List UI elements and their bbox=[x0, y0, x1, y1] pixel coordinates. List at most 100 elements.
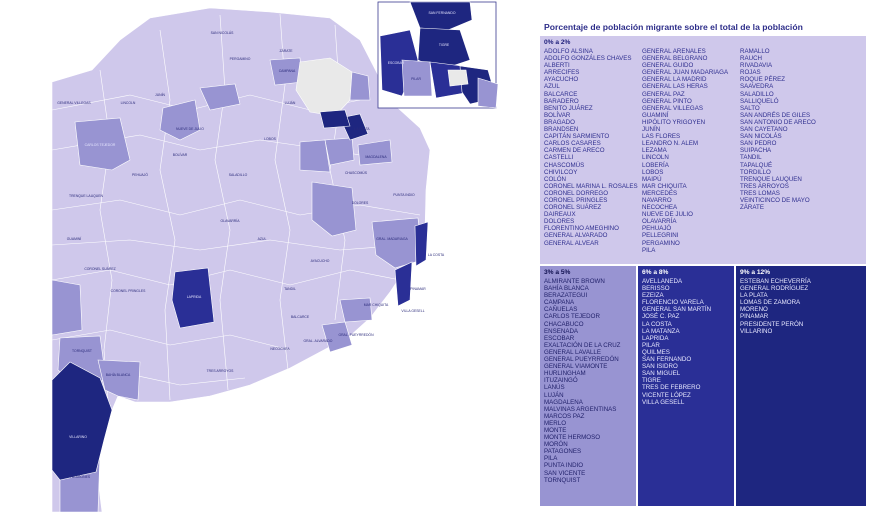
legend-municipality: MALVINAS ARGENTINAS bbox=[544, 405, 617, 413]
map-label: GRAL. ALVARADO bbox=[304, 339, 333, 343]
legend-municipality: SAN VICENTE bbox=[544, 469, 586, 477]
map-label: NECOCHEA bbox=[270, 347, 290, 351]
map-label: PUNTA INDIO bbox=[393, 193, 415, 197]
gba-inset bbox=[377, 1, 499, 109]
legend-municipality: LOBOS bbox=[642, 168, 664, 176]
map-label: SALADILLO bbox=[229, 173, 248, 177]
map-label: ESCOBAR bbox=[388, 61, 405, 65]
legend-municipality: MERCEDES bbox=[642, 189, 678, 197]
legend-municipality: GENERAL ALVARADO bbox=[544, 232, 608, 240]
legend-municipality: LANÚS bbox=[544, 384, 565, 392]
legend-municipality: SAAVEDRA bbox=[740, 83, 774, 91]
legend-municipality: SALADILLO bbox=[740, 90, 774, 98]
legend-municipality: TRENQUE LAUQUEN bbox=[740, 175, 802, 183]
legend-column: ESTEBAN ECHEVERRÍA GENERAL RODRÍGUEZ LA PL… bbox=[740, 278, 811, 335]
legend-municipality: PILAR bbox=[642, 341, 660, 349]
legend-municipality: GENERAL BELGRANO bbox=[642, 55, 708, 63]
legend-municipality: FLORENCIO VARELA bbox=[642, 299, 704, 307]
legend-municipality: ESTEBAN ECHEVERRÍA bbox=[740, 278, 811, 285]
legend-municipality: PEHUAJÓ bbox=[642, 225, 672, 233]
legend-municipality: PATAGONES bbox=[544, 448, 582, 456]
legend-column: AVELLANEDA BERISSO EZEIZA FLORENCIO VARELA G… bbox=[642, 278, 711, 406]
legend-municipality: GENERAL VIAMONTE bbox=[544, 363, 608, 371]
map-label: LINCOLN bbox=[121, 101, 136, 105]
map-label: CORONEL PRINGLES bbox=[111, 289, 146, 293]
map-label: LAPRIDA bbox=[187, 295, 202, 299]
legend-municipality: CASTELLI bbox=[544, 154, 574, 162]
legend-municipality: GENERAL SAN MARTÍN bbox=[642, 306, 712, 314]
legend-municipality: BALCARCE bbox=[544, 90, 578, 98]
map-label: GRAL. PUEYRREDÓN bbox=[338, 332, 374, 337]
legend-municipality: SAN MIGUEL bbox=[642, 370, 681, 378]
legend-municipality: DAIREAUX bbox=[544, 211, 576, 219]
legend-municipality: VICENTE LÓPEZ bbox=[642, 391, 691, 399]
legend-municipality: TIGRE bbox=[642, 377, 661, 385]
legend-municipality: ALBERTI bbox=[544, 62, 570, 70]
map-label: LOBOS bbox=[264, 137, 276, 141]
legend-municipality: BERISSO bbox=[642, 285, 670, 293]
legend-municipality: SUIPACHA bbox=[740, 147, 772, 155]
legend-range: 6% a 8% bbox=[642, 269, 669, 276]
map-label: ZÁRATE bbox=[279, 49, 293, 53]
legend-municipality: GENERAL ALVEAR bbox=[544, 239, 599, 247]
legend-municipality: HIPÓLITO YRIGOYEN bbox=[642, 118, 706, 126]
buenos-aires-province-map: TRENQUE LAUQUEN CARLOS TEJEDOR BOLÍVAR L… bbox=[51, 1, 499, 512]
legend-municipality: NAVARRO bbox=[642, 196, 672, 204]
legend-municipality: PERGAMINO bbox=[642, 239, 680, 247]
map-label: PEHUAJÓ bbox=[132, 172, 148, 177]
legend-municipality: GENERAL ARENALES bbox=[642, 48, 706, 55]
map-label: PINAMAR bbox=[410, 287, 426, 291]
legend-municipality: TORDILLO bbox=[740, 168, 771, 176]
legend-municipality: ADOLFO GONZÁLES CHAVES bbox=[544, 55, 632, 63]
legend-municipality: ALMIRANTE BROWN bbox=[544, 278, 605, 285]
legend-municipality: TRES DE FEBRERO bbox=[642, 384, 701, 392]
legend-municipality: MERLO bbox=[544, 419, 567, 427]
migration-legend: Porcentaje de población migrante sobre e… bbox=[540, 22, 870, 506]
map-label: DOLORES bbox=[352, 201, 369, 205]
legend-municipality: LINCOLN bbox=[642, 154, 669, 162]
legend-municipality: HURLINGHAM bbox=[544, 370, 586, 378]
legend-municipality: TRES ARROYOS bbox=[740, 182, 789, 190]
map-label: JUNÍN bbox=[155, 93, 166, 97]
map-label: BOLÍVAR bbox=[173, 153, 188, 157]
legend-municipality: ARRECIFES bbox=[544, 69, 580, 77]
legend-municipality: LEZAMA bbox=[642, 147, 667, 155]
legend-municipality: GUAMINÍ bbox=[642, 111, 669, 119]
legend-box-9-12: 9% a 12% ESTEBAN ECHEVERRÍA GENERAL RODRÍ… bbox=[736, 266, 866, 506]
legend-municipality: MORENO bbox=[740, 306, 768, 314]
legend-column: ALMIRANTE BROWN BAHÍA BLANCA BERAZATEGUI CA… bbox=[544, 278, 620, 484]
legend-municipality: BAHÍA BLANCA bbox=[544, 285, 589, 293]
legend-municipality: CARMEN DE ARECO bbox=[544, 147, 605, 155]
legend-municipality: RIVADAVIA bbox=[740, 62, 773, 70]
legend-municipality: CORONEL MARINA L. ROSALES bbox=[544, 182, 638, 190]
map-label: TIGRE bbox=[439, 43, 450, 47]
legend-municipality: CARLOS TEJEDOR bbox=[544, 313, 600, 321]
legend-municipality: NECOCHEA bbox=[642, 204, 678, 212]
legend-municipality: AVELLANEDA bbox=[642, 278, 683, 285]
legend-municipality: EXALTACIÓN DE LA CRUZ bbox=[544, 341, 621, 349]
districts-6-8 bbox=[171, 221, 429, 329]
legend-municipality: BOLÍVAR bbox=[544, 111, 571, 119]
legend-municipality: NUEVE DE JULIO bbox=[642, 211, 693, 219]
districts-3-5 bbox=[51, 57, 423, 512]
legend-column: ADOLFO ALSINA ADOLFO GONZÁLES CHAVES ALBER… bbox=[544, 48, 638, 247]
legend-municipality: GENERAL PINTO bbox=[642, 97, 692, 105]
legend-column: RAMALLO RAUCH RIVADAVIA ROJAS ROQUE PÉREZ SAA… bbox=[740, 48, 816, 211]
legend-municipality: RAMALLO bbox=[740, 48, 770, 55]
legend-municipality: SAN ANTONIO DE ARECO bbox=[740, 118, 816, 126]
legend-municipality: BRANDSEN bbox=[544, 126, 579, 134]
legend-municipality: CAPITÁN SARMIENTO bbox=[544, 133, 610, 141]
map-label: GRAL. MADARIAGA bbox=[376, 237, 408, 241]
legend-range: 0% a 2% bbox=[544, 39, 571, 46]
legend-municipality: GENERAL VILLEGAS bbox=[642, 104, 703, 112]
map-label: SAN FERNANDO bbox=[429, 11, 456, 15]
legend-municipality: CHACABUCO bbox=[544, 320, 584, 328]
legend-municipality: GENERAL LA MADRID bbox=[642, 76, 707, 84]
legend-municipality: TAPALQUÉ bbox=[740, 161, 773, 169]
legend-municipality: MAGDALENA bbox=[544, 398, 583, 406]
legend-municipality: OLAVARRÍA bbox=[642, 218, 677, 226]
legend-municipality: ESCOBAR bbox=[544, 334, 575, 342]
legend-municipality: LA COSTA bbox=[642, 320, 672, 328]
map-label: TRENQUE LAUQUEN bbox=[69, 194, 103, 198]
map-label: CAMPANA bbox=[279, 69, 296, 73]
